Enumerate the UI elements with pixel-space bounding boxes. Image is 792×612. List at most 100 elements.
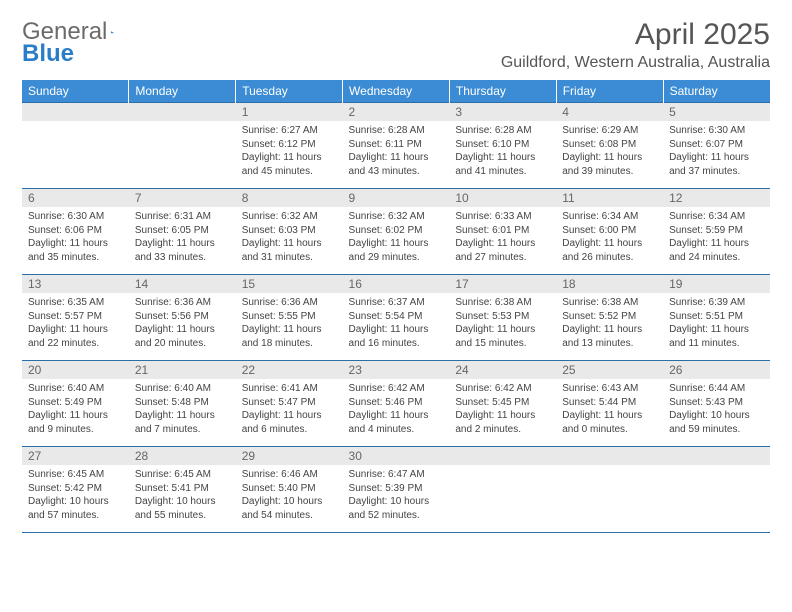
calendar-row: 20Sunrise: 6:40 AMSunset: 5:49 PMDayligh… (22, 361, 770, 447)
calendar-cell: 29Sunrise: 6:46 AMSunset: 5:40 PMDayligh… (236, 447, 343, 533)
calendar-cell: 5Sunrise: 6:30 AMSunset: 6:07 PMDaylight… (663, 103, 770, 189)
day-number: 12 (663, 189, 770, 207)
day-header: Monday (129, 80, 236, 103)
day-body: Sunrise: 6:38 AMSunset: 5:52 PMDaylight:… (556, 293, 663, 352)
day-body: Sunrise: 6:38 AMSunset: 5:53 PMDaylight:… (449, 293, 556, 352)
calendar-cell: 19Sunrise: 6:39 AMSunset: 5:51 PMDayligh… (663, 275, 770, 361)
empty-day-number (22, 103, 129, 121)
day-number: 1 (236, 103, 343, 121)
day-body: Sunrise: 6:32 AMSunset: 6:03 PMDaylight:… (236, 207, 343, 266)
day-body: Sunrise: 6:30 AMSunset: 6:06 PMDaylight:… (22, 207, 129, 266)
day-body: Sunrise: 6:28 AMSunset: 6:11 PMDaylight:… (343, 121, 450, 180)
calendar-row: 1Sunrise: 6:27 AMSunset: 6:12 PMDaylight… (22, 103, 770, 189)
day-number: 6 (22, 189, 129, 207)
day-number: 30 (343, 447, 450, 465)
calendar-cell: 15Sunrise: 6:36 AMSunset: 5:55 PMDayligh… (236, 275, 343, 361)
calendar-cell: 21Sunrise: 6:40 AMSunset: 5:48 PMDayligh… (129, 361, 236, 447)
day-body: Sunrise: 6:34 AMSunset: 6:00 PMDaylight:… (556, 207, 663, 266)
day-number: 8 (236, 189, 343, 207)
calendar-cell: 20Sunrise: 6:40 AMSunset: 5:49 PMDayligh… (22, 361, 129, 447)
day-body: Sunrise: 6:29 AMSunset: 6:08 PMDaylight:… (556, 121, 663, 180)
calendar-cell: 27Sunrise: 6:45 AMSunset: 5:42 PMDayligh… (22, 447, 129, 533)
empty-day-number (556, 447, 663, 465)
calendar-cell: 4Sunrise: 6:29 AMSunset: 6:08 PMDaylight… (556, 103, 663, 189)
day-number: 28 (129, 447, 236, 465)
calendar-cell (129, 103, 236, 189)
day-body: Sunrise: 6:30 AMSunset: 6:07 PMDaylight:… (663, 121, 770, 180)
day-body: Sunrise: 6:36 AMSunset: 5:56 PMDaylight:… (129, 293, 236, 352)
calendar-cell: 16Sunrise: 6:37 AMSunset: 5:54 PMDayligh… (343, 275, 450, 361)
day-number: 18 (556, 275, 663, 293)
day-body: Sunrise: 6:31 AMSunset: 6:05 PMDaylight:… (129, 207, 236, 266)
calendar-cell: 3Sunrise: 6:28 AMSunset: 6:10 PMDaylight… (449, 103, 556, 189)
day-number: 16 (343, 275, 450, 293)
day-header: Sunday (22, 80, 129, 103)
day-body: Sunrise: 6:33 AMSunset: 6:01 PMDaylight:… (449, 207, 556, 266)
calendar-cell: 10Sunrise: 6:33 AMSunset: 6:01 PMDayligh… (449, 189, 556, 275)
logo-text-blue: Blue (22, 40, 74, 68)
day-number: 4 (556, 103, 663, 121)
day-header: Thursday (449, 80, 556, 103)
calendar-cell: 2Sunrise: 6:28 AMSunset: 6:11 PMDaylight… (343, 103, 450, 189)
day-body: Sunrise: 6:37 AMSunset: 5:54 PMDaylight:… (343, 293, 450, 352)
day-body: Sunrise: 6:36 AMSunset: 5:55 PMDaylight:… (236, 293, 343, 352)
calendar-cell: 1Sunrise: 6:27 AMSunset: 6:12 PMDaylight… (236, 103, 343, 189)
calendar-cell: 14Sunrise: 6:36 AMSunset: 5:56 PMDayligh… (129, 275, 236, 361)
day-number: 15 (236, 275, 343, 293)
day-body: Sunrise: 6:42 AMSunset: 5:45 PMDaylight:… (449, 379, 556, 438)
header: General April 2025 Guildford, Western Au… (22, 18, 770, 72)
calendar-cell (663, 447, 770, 533)
calendar-cell: 30Sunrise: 6:47 AMSunset: 5:39 PMDayligh… (343, 447, 450, 533)
day-header: Saturday (663, 80, 770, 103)
calendar-cell: 17Sunrise: 6:38 AMSunset: 5:53 PMDayligh… (449, 275, 556, 361)
calendar-cell: 25Sunrise: 6:43 AMSunset: 5:44 PMDayligh… (556, 361, 663, 447)
calendar-cell: 13Sunrise: 6:35 AMSunset: 5:57 PMDayligh… (22, 275, 129, 361)
day-number: 21 (129, 361, 236, 379)
day-number: 22 (236, 361, 343, 379)
location: Guildford, Western Australia, Australia (501, 54, 770, 72)
calendar-cell: 6Sunrise: 6:30 AMSunset: 6:06 PMDaylight… (22, 189, 129, 275)
empty-day-number (449, 447, 556, 465)
day-number: 7 (129, 189, 236, 207)
day-header: Friday (556, 80, 663, 103)
day-body: Sunrise: 6:45 AMSunset: 5:41 PMDaylight:… (129, 465, 236, 524)
day-body: Sunrise: 6:40 AMSunset: 5:49 PMDaylight:… (22, 379, 129, 438)
day-body: Sunrise: 6:27 AMSunset: 6:12 PMDaylight:… (236, 121, 343, 180)
calendar-cell: 9Sunrise: 6:32 AMSunset: 6:02 PMDaylight… (343, 189, 450, 275)
day-header: Tuesday (236, 80, 343, 103)
day-body: Sunrise: 6:42 AMSunset: 5:46 PMDaylight:… (343, 379, 450, 438)
calendar-row: 27Sunrise: 6:45 AMSunset: 5:42 PMDayligh… (22, 447, 770, 533)
calendar-cell: 12Sunrise: 6:34 AMSunset: 5:59 PMDayligh… (663, 189, 770, 275)
day-number: 13 (22, 275, 129, 293)
empty-day-number (129, 103, 236, 121)
day-number: 20 (22, 361, 129, 379)
day-body: Sunrise: 6:46 AMSunset: 5:40 PMDaylight:… (236, 465, 343, 524)
calendar-cell: 22Sunrise: 6:41 AMSunset: 5:47 PMDayligh… (236, 361, 343, 447)
logo-line2: Blue (22, 40, 74, 68)
day-number: 19 (663, 275, 770, 293)
day-number: 27 (22, 447, 129, 465)
calendar-cell: 24Sunrise: 6:42 AMSunset: 5:45 PMDayligh… (449, 361, 556, 447)
calendar-row: 6Sunrise: 6:30 AMSunset: 6:06 PMDaylight… (22, 189, 770, 275)
logo-triangle-icon (111, 23, 114, 41)
day-header: Wednesday (343, 80, 450, 103)
calendar-cell: 23Sunrise: 6:42 AMSunset: 5:46 PMDayligh… (343, 361, 450, 447)
calendar-cell: 18Sunrise: 6:38 AMSunset: 5:52 PMDayligh… (556, 275, 663, 361)
day-body: Sunrise: 6:40 AMSunset: 5:48 PMDaylight:… (129, 379, 236, 438)
day-body: Sunrise: 6:43 AMSunset: 5:44 PMDaylight:… (556, 379, 663, 438)
day-body: Sunrise: 6:47 AMSunset: 5:39 PMDaylight:… (343, 465, 450, 524)
day-header-row: SundayMondayTuesdayWednesdayThursdayFrid… (22, 80, 770, 103)
day-number: 26 (663, 361, 770, 379)
day-number: 3 (449, 103, 556, 121)
calendar-cell: 28Sunrise: 6:45 AMSunset: 5:41 PMDayligh… (129, 447, 236, 533)
day-number: 9 (343, 189, 450, 207)
day-number: 23 (343, 361, 450, 379)
day-body: Sunrise: 6:45 AMSunset: 5:42 PMDaylight:… (22, 465, 129, 524)
day-body: Sunrise: 6:32 AMSunset: 6:02 PMDaylight:… (343, 207, 450, 266)
day-number: 11 (556, 189, 663, 207)
calendar-cell (556, 447, 663, 533)
day-body: Sunrise: 6:28 AMSunset: 6:10 PMDaylight:… (449, 121, 556, 180)
calendar-cell: 7Sunrise: 6:31 AMSunset: 6:05 PMDaylight… (129, 189, 236, 275)
day-body: Sunrise: 6:41 AMSunset: 5:47 PMDaylight:… (236, 379, 343, 438)
calendar-row: 13Sunrise: 6:35 AMSunset: 5:57 PMDayligh… (22, 275, 770, 361)
